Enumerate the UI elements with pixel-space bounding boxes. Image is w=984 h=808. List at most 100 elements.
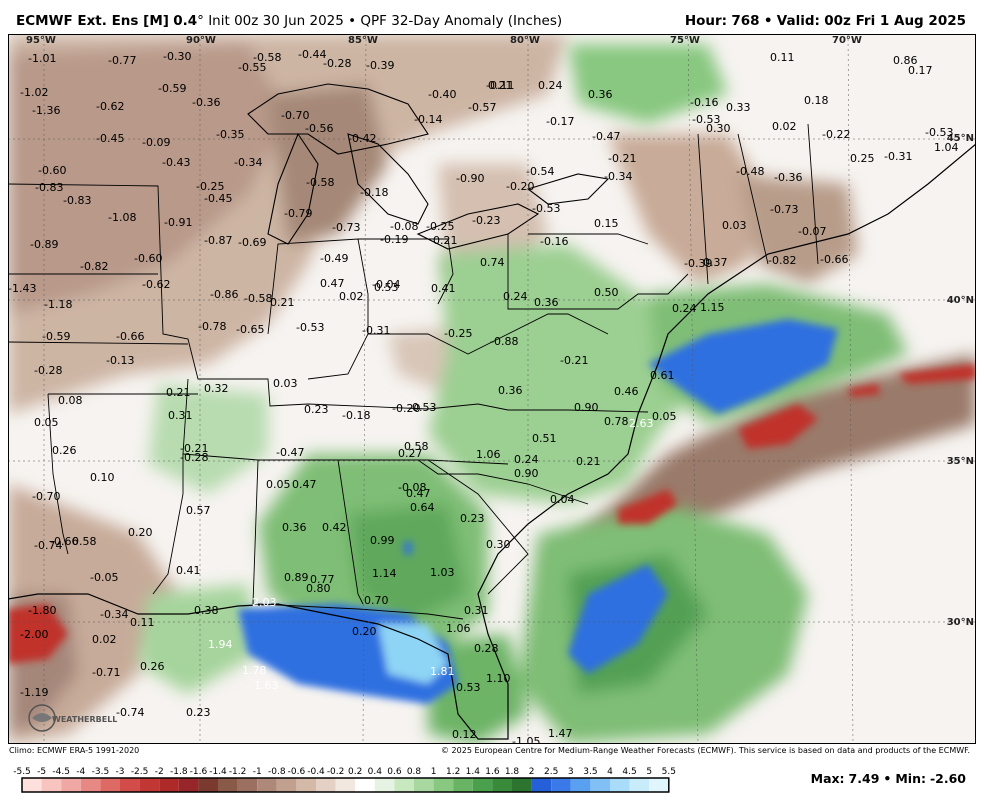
anomaly-value-label: -0.53 — [692, 113, 720, 126]
boundaries — [8, 83, 976, 740]
colorbar-swatch — [61, 778, 81, 792]
longitude-label: 90°W — [186, 35, 216, 46]
anomaly-value-label: -0.65 — [236, 323, 264, 336]
anomaly-value-label: -0.25 — [426, 220, 454, 233]
valid-separator: • — [763, 13, 773, 29]
climo-credit: Climo: ECMWF ERA-5 1991-2020 — [9, 746, 140, 755]
anomaly-value-label: -0.45 — [204, 192, 232, 205]
colorbar-tick-label: -1.2 — [229, 767, 247, 777]
colorbar-swatch — [159, 778, 179, 792]
anomaly-value-label: 0.24 — [514, 453, 539, 466]
anomaly-value-label: 0.53 — [456, 681, 481, 694]
anomaly-value-label: -0.58 — [253, 51, 281, 64]
anomaly-value-label: -0.47 — [592, 130, 620, 143]
anomaly-value-label: -0.16 — [540, 235, 568, 248]
anomaly-value-label: 0.64 — [410, 501, 435, 514]
anomaly-value-label: 0.20 — [128, 526, 153, 539]
anomaly-value-label: -0.69 — [238, 236, 266, 249]
header-separator: • — [348, 13, 357, 29]
valid-label: Valid: — [776, 13, 820, 29]
colorbar-tick-label: -0.6 — [288, 767, 306, 777]
max-min-readout: Max: 7.49 • Min: -2.60 — [811, 771, 966, 786]
anomaly-value-label: 0.20 — [352, 625, 377, 638]
anomaly-value-label: 0.47 — [320, 277, 345, 290]
colorbar-tick-label: 0.4 — [368, 767, 383, 777]
colorbar-tick-label: 1.6 — [485, 767, 500, 777]
colorbar-tick-label: 3 — [568, 767, 574, 777]
anomaly-value-label: 0.74 — [480, 256, 505, 269]
colorbar-tick-label: -1.6 — [190, 767, 208, 777]
extremes-separator: • — [883, 771, 892, 786]
anomaly-value-label: -0.78 — [198, 320, 226, 333]
anomaly-value-label: 0.05 — [652, 410, 677, 423]
colorbar-tick-label: 0.8 — [407, 767, 422, 777]
anomaly-value-label: 0.53 — [374, 281, 399, 294]
anomaly-value-label: 0.25 — [850, 152, 875, 165]
anomaly-value-label: -1.19 — [20, 686, 48, 699]
ecmwf-copyright: © 2025 European Centre for Medium-Range … — [441, 746, 970, 755]
anomaly-value-label: 0.99 — [370, 534, 395, 547]
anomaly-value-label: 0.21 — [166, 386, 191, 399]
anomaly-value-label: 0.21 — [488, 79, 513, 92]
anomaly-value-label: 1.15 — [700, 301, 725, 314]
anomaly-value-label: 0.11 — [770, 51, 795, 64]
anomaly-value-label: 0.10 — [90, 471, 115, 484]
anomaly-value-label: -0.66 — [820, 253, 848, 266]
colorbar-tick-labels: -5.5 -5 -4.5 -4 -3.5 -3 -2.5 -2 -1.8 -1.6 -1.4 -1.2… — [13, 767, 676, 777]
hour-value: 768 — [731, 13, 760, 29]
anomaly-value-label: 0.89 — [284, 571, 309, 584]
anomaly-value-label: 0.03 — [722, 219, 747, 232]
anomaly-value-label: 1.06 — [476, 448, 501, 461]
latitude-label: 30°N — [947, 617, 974, 628]
anomaly-value-label: -1.02 — [20, 86, 48, 99]
colorbar-tick-label: -5 — [37, 767, 46, 777]
anomaly-value-label: -0.58 — [306, 176, 334, 189]
anomaly-value-label: 0.61 — [650, 369, 675, 382]
anomaly-value-label: -0.09 — [142, 136, 170, 149]
colorbar-swatch — [512, 778, 532, 792]
credits-bar: Climo: ECMWF ERA-5 1991-2020 © 2025 Euro… — [0, 745, 984, 757]
colorbar-swatch — [649, 778, 669, 792]
colorbar-swatch — [257, 778, 277, 792]
anomaly-value-label: -0.62 — [142, 278, 170, 291]
anomaly-value-label: -0.66 — [116, 330, 144, 343]
anomaly-value-label: 0.47 — [406, 487, 431, 500]
latitude-label: 35°N — [947, 456, 974, 467]
anomaly-value-label: -0.21 — [608, 152, 636, 165]
colorbar-tick-label: 1 — [431, 767, 437, 777]
anomaly-value-label: -1.36 — [32, 104, 60, 117]
anomaly-value-label: -0.22 — [822, 128, 850, 141]
anomaly-value-label: -0.70 — [32, 490, 60, 503]
product-name: QPF 32-Day Anomaly (Inches) — [360, 13, 563, 29]
anomaly-value-label: -0.83 — [35, 181, 63, 194]
anomaly-value-label: -0.20 — [392, 402, 420, 415]
anomaly-value-label: -0.71 — [92, 666, 120, 679]
anomaly-value-label: 1.94 — [208, 638, 233, 651]
anomaly-value-label: -0.53 — [925, 126, 953, 139]
anomaly-value-label: 0.41 — [176, 564, 201, 577]
model-version: 0.4 — [173, 13, 198, 29]
anomaly-value-label: -0.36 — [192, 96, 220, 109]
anomaly-value-label: -0.39 — [366, 59, 394, 72]
colorbar-tick-label: 1.4 — [466, 767, 481, 777]
colorbar-tick-label: -0.8 — [268, 767, 286, 777]
colorbar-swatch — [276, 778, 297, 792]
anomaly-value-label: -0.05 — [90, 571, 118, 584]
anomaly-value-label: 0.80 — [306, 582, 331, 595]
colorbar-swatch — [414, 778, 434, 792]
anomaly-value-label: 0.31 — [464, 604, 489, 617]
anomaly-value-label: -0.18 — [360, 186, 388, 199]
colorbar-swatch — [178, 778, 199, 792]
anomaly-value-label: 1.78 — [242, 664, 267, 677]
colorbar-swatch — [41, 778, 62, 792]
anomaly-value-label: -0.28 — [180, 451, 208, 464]
anomaly-value-label: -0.59 — [158, 82, 186, 95]
anomaly-value-label: 1.14 — [372, 567, 397, 580]
anomaly-value-label: 2.03 — [252, 596, 277, 609]
anomaly-value-label: -0.43 — [162, 156, 190, 169]
anomaly-value-label: 0.11 — [130, 616, 155, 629]
anomaly-value-label: -0.58 — [244, 292, 272, 305]
anomaly-value-label: -0.82 — [80, 260, 108, 273]
colorbar-tick-label: -1.4 — [209, 767, 227, 777]
anomaly-value-label: 0.30 — [486, 538, 511, 551]
